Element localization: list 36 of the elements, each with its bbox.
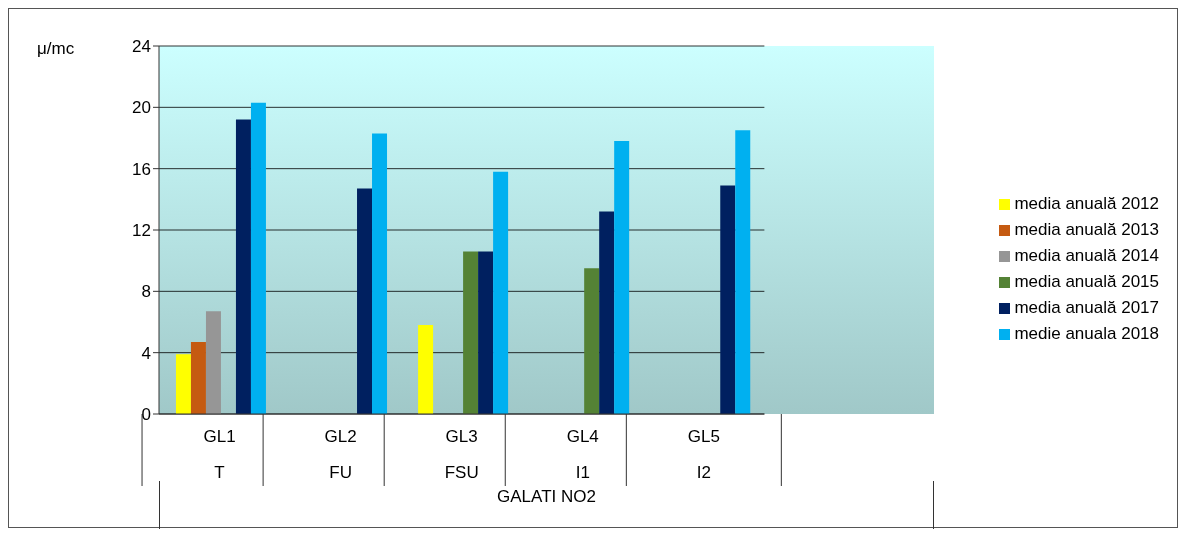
bar	[357, 188, 373, 414]
legend-label: medie anuala 2018	[1014, 324, 1159, 343]
y-tick-label: 8	[141, 282, 151, 302]
bar	[372, 133, 388, 414]
legend-label: media anuală 2012	[1014, 194, 1159, 213]
y-tick-label: 20	[132, 98, 151, 118]
y-axis-title: μ/mc	[37, 39, 75, 59]
y-tick-label: 24	[132, 37, 151, 57]
legend-label: media anuală 2013	[1014, 220, 1159, 239]
x-axis-title: GALATI NO2	[496, 487, 597, 507]
x-tick-label: GL4 I1	[566, 427, 599, 482]
legend-label: media anuală 2014	[1014, 246, 1159, 265]
bar	[250, 102, 266, 414]
bar	[584, 268, 600, 414]
bar	[493, 171, 509, 414]
bar	[235, 119, 251, 414]
y-tick-label: 12	[132, 221, 151, 241]
x-tick-label: GL2 FU	[324, 427, 357, 482]
bar	[175, 354, 191, 414]
y-tick-label: 0	[141, 405, 151, 425]
bar	[599, 211, 615, 414]
bar	[205, 311, 221, 414]
bar	[418, 325, 434, 414]
bar	[190, 341, 206, 414]
legend-label: media anuală 2017	[1014, 298, 1159, 317]
bar	[478, 251, 494, 414]
bar	[614, 141, 630, 414]
x-tick-label: GL5 I2	[687, 427, 720, 482]
y-tick-label: 4	[141, 343, 151, 363]
bar	[735, 130, 751, 414]
x-tick-label: GL1 T	[203, 427, 236, 482]
bar	[463, 251, 479, 414]
legend-label: media anuală 2015	[1014, 272, 1159, 291]
bar	[720, 185, 736, 414]
y-tick-label: 16	[132, 159, 151, 179]
x-tick-label: GL3 FSU	[444, 427, 479, 482]
